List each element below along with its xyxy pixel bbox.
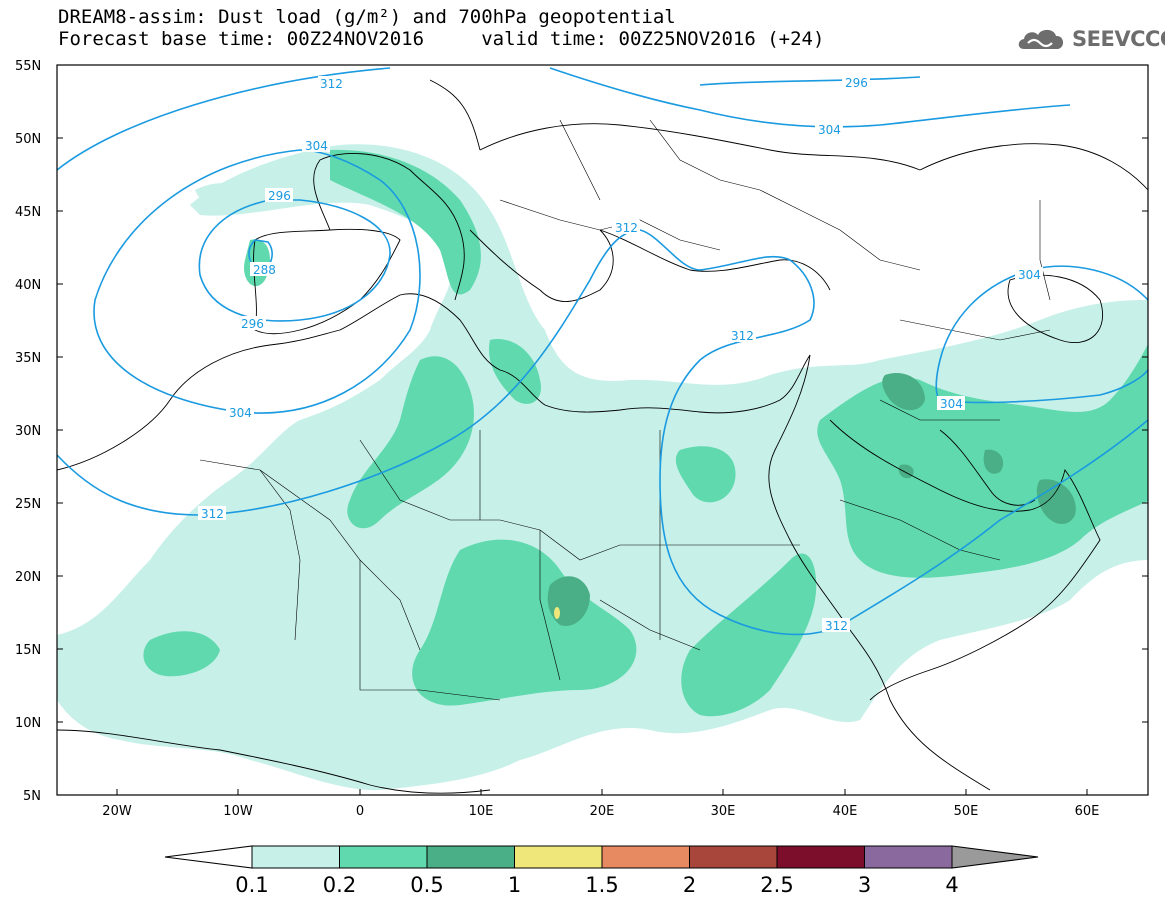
dust-layer-low — [57, 144, 1148, 791]
colorbar-tick-label: 1 — [508, 873, 521, 897]
colorbar-box — [251, 845, 340, 869]
contour-label: 304 — [305, 139, 328, 153]
contour-label: 304 — [1018, 268, 1041, 282]
lon-label: 40E — [833, 804, 858, 819]
colorbar-low-arrow — [164, 845, 253, 869]
seevccc-logo: SEEVCCC — [1016, 24, 1165, 54]
colorbar-tick-label: 0.1 — [235, 873, 268, 897]
coastlines — [57, 79, 1148, 794]
lat-label: 20N — [15, 570, 41, 585]
map-title: DREAM8-assim: Dust load (g/m²) and 700hP… — [58, 6, 676, 28]
dust-peak — [554, 607, 560, 619]
lat-label: 40N — [15, 278, 41, 293]
lat-label: 25N — [15, 497, 41, 512]
contour-label: 296 — [241, 317, 264, 331]
lat-label: 30N — [15, 424, 41, 439]
lat-label: 10N — [15, 716, 41, 731]
lat-label: 45N — [15, 205, 41, 220]
contour-label: 296 — [268, 189, 291, 203]
lon-label: 0 — [356, 804, 364, 819]
geopotential-contours — [57, 67, 1148, 636]
lon-label: 10E — [469, 804, 494, 819]
lon-label: 60E — [1075, 804, 1100, 819]
colorbar-box — [864, 845, 953, 869]
colorbar-box — [514, 845, 603, 869]
contour-label: 288 — [253, 263, 276, 277]
lon-label: 50E — [954, 804, 979, 819]
colorbar-box — [776, 845, 865, 869]
lat-label: 50N — [15, 132, 41, 147]
colorbar-tick-label: 4 — [945, 873, 958, 897]
colorbar-tick-label: 2 — [683, 873, 696, 897]
lat-label: 5N — [23, 789, 41, 804]
contour-label: 312 — [320, 77, 343, 91]
colorbar-box — [689, 845, 778, 869]
lat-label: 15N — [15, 643, 41, 658]
logo-text: SEEVCCC — [1072, 27, 1165, 51]
lat-label: 55N — [15, 59, 41, 74]
colorbar-box — [426, 845, 515, 869]
lat-axis — [57, 64, 1148, 723]
lon-label: 20W — [102, 804, 132, 819]
colorbar-high-arrow — [951, 845, 1039, 869]
lon-label: 30E — [711, 804, 736, 819]
colorbar-box — [601, 845, 690, 869]
colorbar-tick-label: 2.5 — [760, 873, 793, 897]
lon-label: 20E — [590, 804, 615, 819]
contour-label: 296 — [845, 76, 868, 90]
contour-label: 304 — [940, 397, 963, 411]
contour-label: 312 — [615, 221, 638, 235]
lat-label: 35N — [15, 351, 41, 366]
lon-label: 10W — [223, 804, 253, 819]
colorbar-box — [339, 845, 428, 869]
lat-labels: 55N 50N 45N 40N 35N 30N 25N 20N 15N 10N … — [15, 59, 41, 804]
contour-label: 304 — [229, 406, 252, 420]
cloud-logo-icon — [1018, 29, 1064, 49]
colorbar-tick-label: 0.5 — [410, 873, 443, 897]
contour-label: 304 — [818, 123, 841, 137]
lon-labels: 20W 10W 0 10E 20E 30E 40E 50E 60E — [102, 804, 1099, 819]
dust-layer-high — [547, 372, 1076, 626]
map-subtitle: Forecast base time: 00Z24NOV2016 valid t… — [58, 28, 825, 50]
colorbar-tick-label: 3 — [858, 873, 871, 897]
contour-labels: 312 296 304 304 296 288 296 304 312 312 … — [198, 75, 1043, 633]
contour-label: 312 — [201, 507, 224, 521]
colorbar-tick-label: 1.5 — [585, 873, 618, 897]
colorbar-tick-label: 0.2 — [323, 873, 356, 897]
lon-axis — [116, 789, 1088, 795]
contour-label: 312 — [825, 619, 848, 633]
contour-label: 312 — [731, 329, 754, 343]
colorbar: 0.1 0.2 0.5 1 1.5 2 2.5 3 4 — [164, 845, 1039, 897]
